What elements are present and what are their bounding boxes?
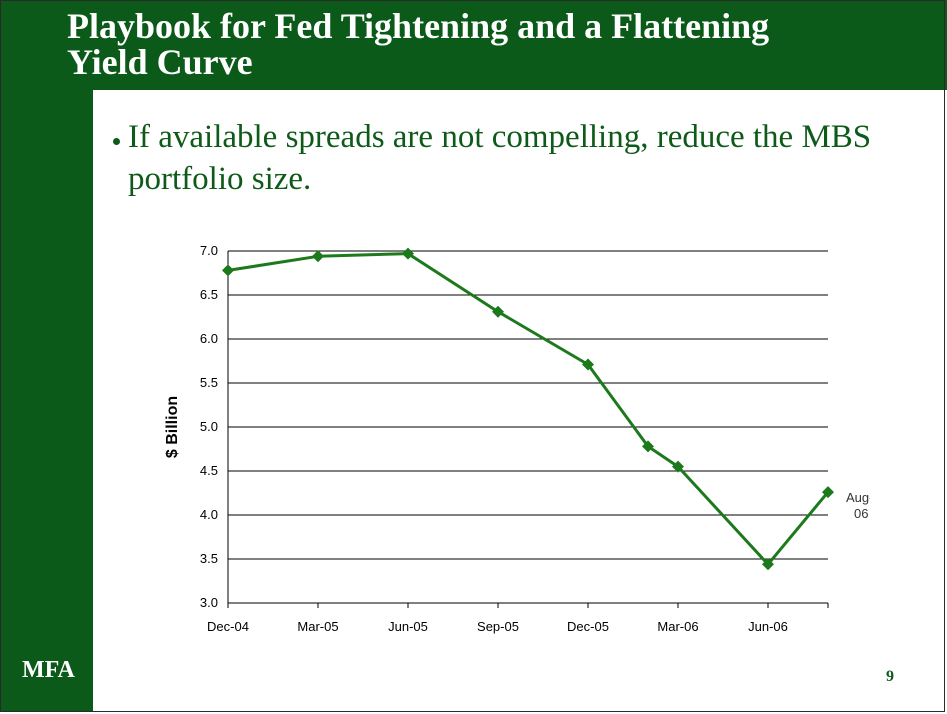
- slide-title: Playbook for Fed Tightening and a Flatte…: [67, 8, 927, 80]
- data-point: [642, 440, 654, 453]
- data-point: [402, 247, 414, 260]
- y-tick-label: 6.0: [200, 331, 218, 346]
- data-point: [672, 460, 684, 473]
- x-tick-label: Dec-05: [567, 619, 609, 634]
- annotation-label-line2: 06: [854, 506, 868, 521]
- title-line-2: Yield Curve: [67, 42, 253, 82]
- y-tick-label: 5.0: [200, 419, 218, 434]
- y-tick-label: 6.5: [200, 287, 218, 302]
- bullet-icon: [113, 138, 120, 145]
- page-number: 9: [886, 668, 894, 685]
- data-point: [582, 358, 594, 371]
- x-tick-label: Dec-04: [207, 619, 249, 634]
- title-bar: [0, 0, 947, 90]
- y-tick-label: 5.5: [200, 375, 218, 390]
- y-tick-label: 7.0: [200, 243, 218, 258]
- y-tick-label: 3.5: [200, 551, 218, 566]
- annotation-label-line1: Aug-: [846, 490, 870, 505]
- data-point: [222, 264, 234, 277]
- x-tick-label: Jun-06: [748, 619, 788, 634]
- x-tick-label: Sep-05: [477, 619, 519, 634]
- mbs-portfolio-chart: 3.0 3.5 4.0 4.5 5.0 5.5 6.0 6.5 7.0 Dec-04 Mar-05 J…: [164, 243, 870, 634]
- bullet-text: If available spreads are not compelling,…: [128, 119, 872, 197]
- mfa-logo: MFA: [22, 657, 75, 683]
- y-tick-label: 3.0: [200, 595, 218, 610]
- data-point: [822, 486, 834, 499]
- data-point: [312, 250, 324, 263]
- data-point: [492, 305, 504, 318]
- y-tick-label: 4.0: [200, 507, 218, 522]
- x-tick-label: Mar-06: [657, 619, 698, 634]
- x-tick-label: Mar-05: [297, 619, 338, 634]
- data-point: [762, 558, 774, 571]
- side-bar: [0, 0, 93, 712]
- y-axis-label: $ Billion: [164, 396, 181, 458]
- series-line: [227, 252, 830, 566]
- title-line-1: Playbook for Fed Tightening and a Flatte…: [67, 6, 770, 46]
- y-tick-label: 4.5: [200, 463, 218, 478]
- x-tick-label: Jun-05: [388, 619, 428, 634]
